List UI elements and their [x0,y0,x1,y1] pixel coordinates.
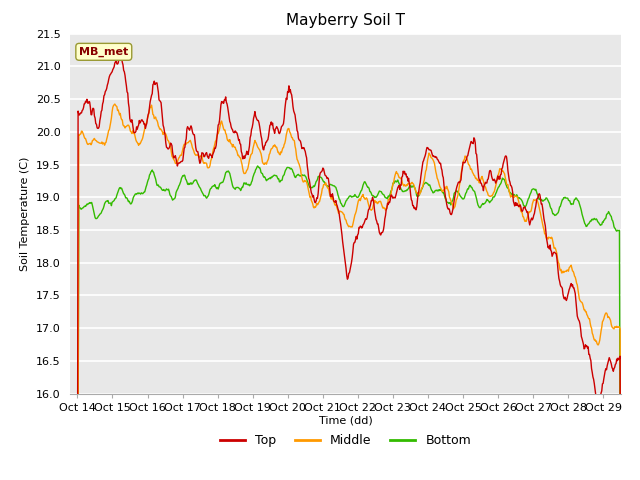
Title: Mayberry Soil T: Mayberry Soil T [286,13,405,28]
Legend: Top, Middle, Bottom: Top, Middle, Bottom [215,429,476,452]
Text: MB_met: MB_met [79,47,129,57]
X-axis label: Time (dd): Time (dd) [319,415,372,425]
Y-axis label: Soil Temperature (C): Soil Temperature (C) [20,156,30,271]
